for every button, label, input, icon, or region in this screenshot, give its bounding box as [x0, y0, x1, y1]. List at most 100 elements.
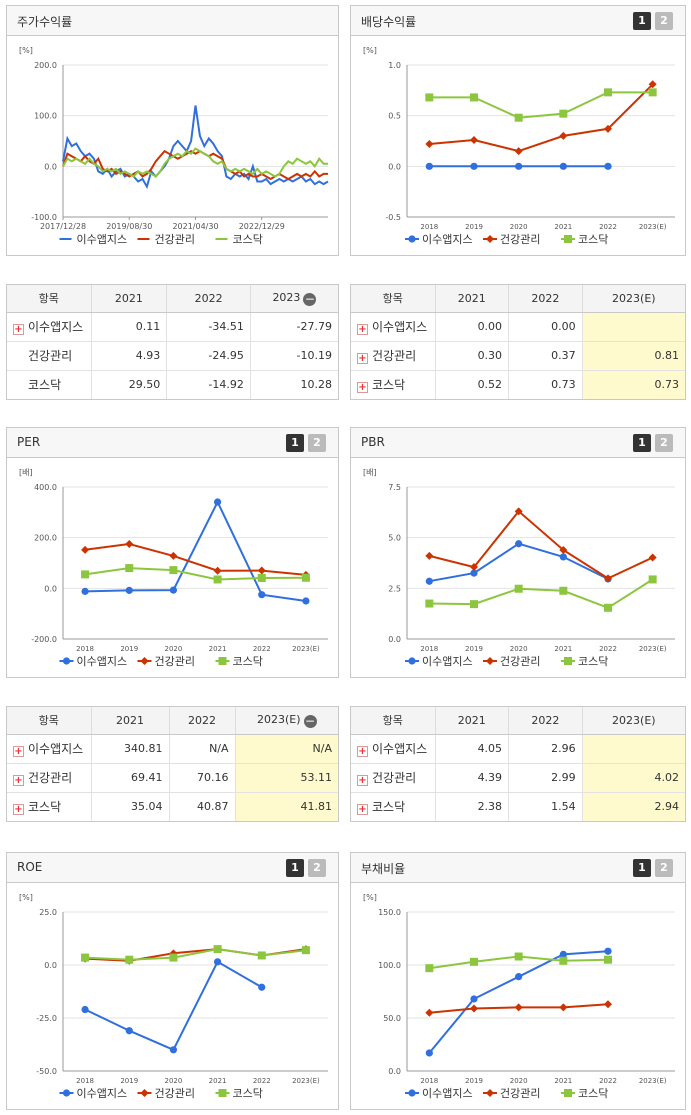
data-point: [648, 88, 657, 97]
expand-icon[interactable]: +: [357, 382, 368, 394]
x-tick-label: 2021: [554, 1077, 572, 1085]
data-point: [213, 566, 222, 575]
page-2-button[interactable]: 2: [308, 859, 326, 877]
panel-title: 주가수익률: [17, 15, 73, 29]
series-line: [428, 950, 609, 1054]
data-point: [515, 973, 523, 981]
data-point: [258, 591, 266, 599]
data-point: [604, 124, 612, 133]
cell: 0.73: [508, 369, 583, 399]
data-point: [425, 1049, 433, 1057]
row-label: + 이수앱지스: [351, 311, 435, 341]
y-tick-label: -50.0: [36, 1067, 57, 1076]
cell: 0.11: [90, 311, 167, 341]
expand-icon[interactable]: +: [13, 804, 24, 816]
collapse-icon[interactable]: −: [303, 291, 317, 306]
x-tick-label: 2020: [510, 1077, 528, 1085]
y-tick-label: 0.0: [44, 961, 57, 970]
cell: 0.30: [434, 340, 509, 370]
page-1-button[interactable]: 1: [286, 434, 304, 452]
data-point: [604, 1000, 612, 1009]
y-tick-label: 0.5: [388, 112, 401, 121]
col-header-2023: 2023−: [249, 285, 338, 313]
table-row: + 건강관리 0.30 0.37 0.81: [351, 340, 685, 370]
cell: 70.16: [168, 762, 236, 792]
page-2-button[interactable]: 2: [308, 434, 326, 452]
data-point: [125, 1027, 133, 1035]
row-label: + 건강관리: [351, 762, 435, 792]
data-point: [514, 147, 523, 156]
x-tick-label: 2022: [599, 1077, 617, 1085]
data-point: [514, 1003, 523, 1012]
data-point: [213, 945, 222, 954]
cell: 0.37: [508, 340, 583, 370]
data-point: [514, 113, 523, 122]
cell: 4.39: [434, 762, 509, 792]
table-row: + 이수앱지스 0.11 -34.51 -27.79: [7, 311, 338, 341]
x-tick-label: 2018: [76, 645, 94, 653]
col-header: 2022: [508, 707, 583, 735]
expand-icon[interactable]: +: [13, 775, 24, 786]
expand-icon[interactable]: +: [357, 804, 368, 816]
series-line: [429, 509, 654, 580]
data-point: [425, 140, 434, 149]
cell: -34.51: [166, 311, 251, 341]
page-1-button[interactable]: 1: [633, 859, 651, 877]
data-point: [81, 953, 90, 962]
expand-icon[interactable]: +: [357, 353, 368, 364]
x-tick-label: 2019: [465, 223, 483, 231]
dividend-yield-panel: 배당수익률 1 2 [%] 1.0 0.5 0.0 -0.5 2018 2019 2020 20…: [350, 5, 686, 256]
data-point: [169, 586, 178, 594]
page-1-button[interactable]: 1: [633, 12, 651, 30]
data-point: [301, 946, 310, 955]
y-tick-label: 150.0: [378, 908, 401, 917]
pbr-panel: PBR 1 2 [배] 7.5 5.0 2.5 0.0 2018 2019 2020 2021 2…: [350, 427, 686, 678]
expand-icon[interactable]: +: [13, 324, 24, 335]
data-point: [604, 947, 612, 955]
page-2-button[interactable]: 2: [655, 12, 673, 30]
cell: -14.92: [166, 369, 251, 399]
page-2-button[interactable]: 2: [655, 859, 673, 877]
y-tick-label: -25.0: [36, 1014, 57, 1023]
expand-icon[interactable]: +: [357, 324, 368, 335]
y-tick-label: 0.0: [388, 1067, 401, 1076]
data-point: [169, 953, 178, 962]
expand-icon[interactable]: +: [357, 746, 368, 757]
y-unit-label: [%]: [19, 893, 33, 902]
y-tick-label: -200.0: [31, 635, 57, 644]
series-line: [85, 499, 307, 602]
data-point: [514, 952, 523, 961]
data-point: [125, 586, 133, 594]
row-label: + 이수앱지스: [351, 733, 435, 763]
data-point: [425, 599, 434, 608]
x-tick-label: 2019/08/30: [106, 222, 152, 231]
table-row: 건강관리 4.93 -24.95 -10.19: [7, 340, 338, 370]
col-header: 항목: [351, 707, 435, 735]
roe-panel: ROE 1 2 [%] 25.0 0.0 -25.0 -50.0 2018 2019 2020…: [6, 852, 339, 1110]
roe-chart: [%] 25.0 0.0 -25.0 -50.0 2018 2019 2020 2021 2022…: [19, 893, 328, 1100]
page-1-button[interactable]: 1: [286, 859, 304, 877]
collapse-icon[interactable]: −: [303, 713, 317, 728]
data-point: [62, 1089, 71, 1097]
legend-label: 코스닥: [578, 655, 608, 668]
cell: 4.02: [581, 762, 685, 792]
row-name: 건강관리: [372, 349, 417, 363]
panel-header: 배당수익률 1 2: [351, 6, 685, 36]
legend-label: 코스닥: [233, 655, 263, 668]
series-line: [429, 91, 653, 119]
data-point: [213, 498, 222, 506]
legend-label: 건강관리: [155, 1087, 195, 1100]
data-point: [648, 553, 657, 562]
cell: 29.50: [90, 369, 167, 399]
data-point: [648, 80, 657, 89]
col-header: 2022: [166, 285, 251, 313]
page-2-button[interactable]: 2: [655, 434, 673, 452]
expand-icon[interactable]: +: [357, 775, 368, 786]
page-1-button[interactable]: 1: [633, 434, 651, 452]
row-label: 코스닥: [7, 369, 91, 399]
row-label: + 코스닥: [351, 369, 435, 399]
data-point: [425, 551, 434, 560]
expand-icon[interactable]: +: [13, 746, 24, 757]
row-name: 건강관리: [372, 771, 417, 785]
cell: 35.04: [90, 791, 170, 821]
